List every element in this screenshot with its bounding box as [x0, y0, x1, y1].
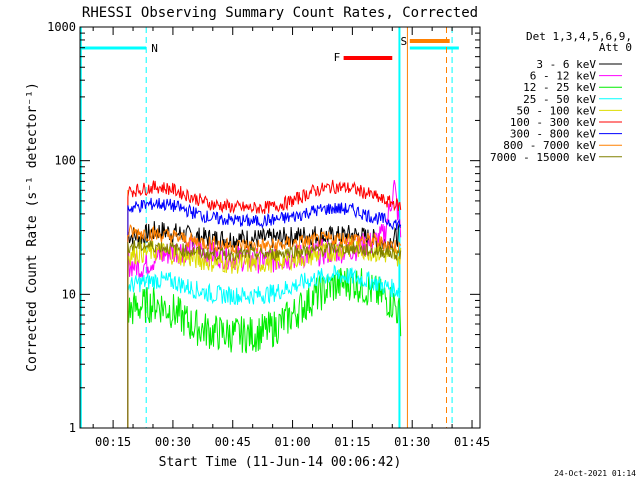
series-line-100-300-kev	[127, 179, 402, 428]
annotation-label-night: N	[151, 42, 158, 55]
legend-entry-label: 50 - 100 keV	[517, 104, 597, 117]
x-tick-label: 00:45	[215, 435, 251, 449]
legend-entry-label: 25 - 50 keV	[523, 93, 596, 106]
x-tick-label: 01:30	[394, 435, 430, 449]
y-tick-label: 1000	[47, 20, 76, 34]
y-tick-label: 1	[69, 421, 76, 435]
x-tick-label: 00:15	[95, 435, 131, 449]
series-line-300-800-kev	[127, 197, 402, 428]
series-line-25-50-kev	[127, 264, 402, 428]
plot-frame	[79, 26, 481, 429]
legend-entry-label: 100 - 300 keV	[510, 116, 596, 129]
series-line-12-25-kev	[127, 267, 402, 428]
series-line-50-100-kev	[127, 237, 402, 428]
x-tick-label: 01:45	[454, 435, 490, 449]
legend-entry-label: 7000 - 15000 keV	[490, 151, 596, 164]
series-line-3-6-kev	[127, 221, 402, 428]
annotation-label-saa: S	[400, 35, 407, 48]
y-tick-label: 100	[54, 154, 76, 168]
legend-entry-label: 300 - 800 keV	[510, 128, 596, 141]
plot-area: N F S	[79, 27, 459, 428]
legend-header-attenuator: Att 0	[599, 41, 632, 54]
legend-entry-label: 800 - 7000 keV	[503, 139, 596, 152]
x-axis-label: Start Time (11-Jun-14 00:06:42)	[159, 455, 402, 470]
chart-title: RHESSI Observing Summary Count Rates, Co…	[82, 5, 478, 21]
legend-entry-label: 12 - 25 keV	[523, 81, 596, 94]
y-tick-label: 10	[62, 287, 76, 301]
x-tick-label: 00:30	[155, 435, 191, 449]
footer-timestamp: 24-Oct-2021 01:14	[554, 469, 636, 478]
series-line-6-12-kev	[127, 180, 402, 428]
series-line-7000-15000-kev	[127, 238, 402, 428]
y-axis-label: Corrected Count Rate (s⁻¹ detector⁻¹)	[25, 82, 40, 372]
legend-header-detectors: Det 1,3,4,5,6,9,	[526, 30, 632, 43]
legend-entry-label: 3 - 6 keV	[536, 58, 596, 71]
axes: 1 10 100 1000 00:15 00:30 00:45 01:00 01:15 01:30…	[47, 20, 490, 449]
x-tick-label: 01:00	[274, 435, 310, 449]
series-line-800-7000-kev	[127, 224, 402, 428]
x-tick-label: 01:15	[334, 435, 370, 449]
legend-entry-label: 6 - 12 keV	[530, 70, 597, 83]
annotation-label-flare: F	[334, 51, 341, 64]
